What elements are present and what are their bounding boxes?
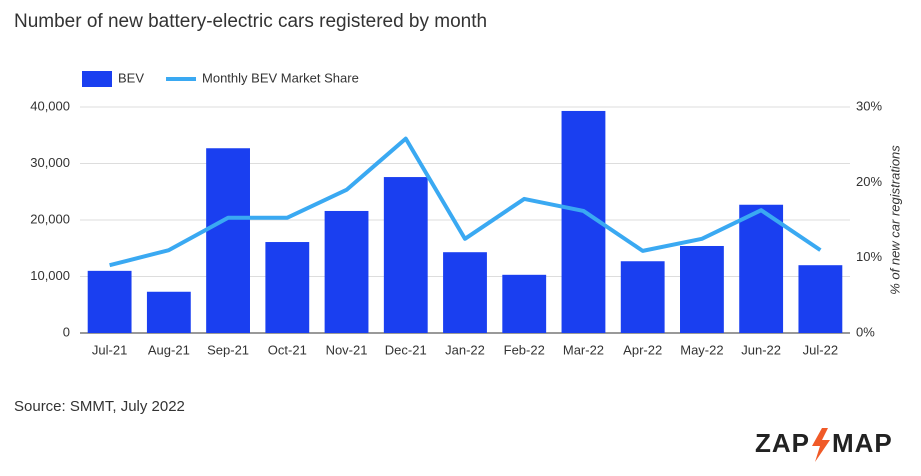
bar <box>739 204 784 333</box>
y2-tick-label: 10% <box>856 249 882 264</box>
legend-label: Monthly BEV Market Share <box>202 70 359 85</box>
legend-label: BEV <box>118 70 144 85</box>
bar <box>206 148 250 333</box>
source: Source: SMMT, July 2022 <box>14 398 185 415</box>
x-tick-label: Jun-22 <box>741 342 781 357</box>
x-tick-label: Apr-22 <box>623 342 662 357</box>
y-tick-label: 0 <box>63 324 70 339</box>
x-tick-label: May-22 <box>680 342 723 357</box>
logo-bolt <box>812 428 830 462</box>
bar <box>443 252 487 333</box>
bar <box>680 245 724 333</box>
legend-swatch <box>82 71 112 87</box>
x-tick-label: Jul-21 <box>92 342 127 357</box>
chart-title: Number of new battery-electric cars regi… <box>14 11 487 32</box>
y2-axis-label: % of new car registrations <box>887 145 902 295</box>
x-tick-label: Aug-21 <box>148 342 190 357</box>
y2-tick-label: 30% <box>856 98 882 113</box>
bar <box>798 265 843 333</box>
bar <box>620 261 665 333</box>
y2-tick-label: 20% <box>856 174 882 189</box>
bar <box>383 177 428 333</box>
x-tick-label: Jul-22 <box>803 342 838 357</box>
y2-tick-label: 0% <box>856 324 875 339</box>
x-tick-label: Sep-21 <box>207 342 249 357</box>
x-tick-label: Jan-22 <box>445 342 485 357</box>
y-tick-label: 30,000 <box>30 155 70 170</box>
bar <box>324 210 369 333</box>
bar <box>265 242 310 333</box>
x-tick-label: Feb-22 <box>504 342 545 357</box>
y-tick-label: 10,000 <box>30 268 70 283</box>
bar <box>502 274 547 333</box>
logo-left: ZAP <box>755 428 810 458</box>
y-tick-label: 20,000 <box>30 211 70 226</box>
x-tick-label: Nov-21 <box>326 342 368 357</box>
y-tick-label: 40,000 <box>30 98 70 113</box>
x-tick-label: Oct-21 <box>268 342 307 357</box>
x-tick-label: Dec-21 <box>385 342 427 357</box>
logo-right: MAP <box>832 428 893 458</box>
bar <box>87 270 132 333</box>
x-tick-label: Mar-22 <box>563 342 604 357</box>
line <box>109 136 822 268</box>
bar <box>146 291 191 333</box>
